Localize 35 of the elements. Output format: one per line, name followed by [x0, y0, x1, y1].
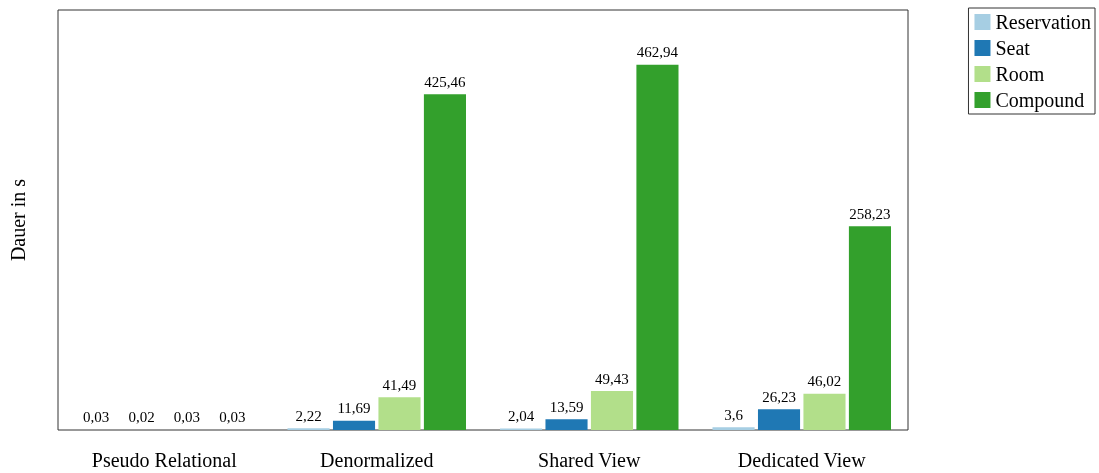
bar: [803, 393, 846, 430]
data-label: 11,69: [337, 400, 371, 417]
data-label: 258,23: [849, 205, 891, 222]
data-label: 2,22: [295, 407, 322, 424]
bar: [332, 420, 376, 430]
bar: [712, 427, 755, 430]
x-tick-label: Pseudo Relational: [91, 449, 238, 471]
data-label: 26,23: [762, 388, 796, 405]
data-label: 3,6: [724, 406, 744, 423]
legend-label: Seat: [995, 37, 1031, 59]
data-label: 49,43: [595, 370, 629, 387]
data-label: 0,03: [82, 409, 110, 426]
data-label: 0,02: [128, 409, 155, 426]
data-label: 462,94: [636, 44, 679, 61]
data-label: 13,59: [549, 398, 584, 415]
x-tick-label: Denormalized: [320, 449, 434, 471]
data-label: 0,03: [173, 409, 201, 426]
bar: [378, 397, 421, 430]
legend-label: Compound: [995, 89, 1085, 112]
x-tick-label: Shared View: [538, 449, 641, 471]
data-label: 2,04: [507, 407, 535, 424]
bar: [423, 94, 466, 430]
legend-label: Reservation: [995, 11, 1091, 33]
bar: [590, 391, 634, 430]
bar: [757, 409, 801, 430]
data-label: 41,49: [382, 376, 417, 393]
data-label: 425,46: [424, 73, 467, 90]
bar: [636, 64, 679, 430]
bar: [848, 226, 891, 430]
data-label: 0,03: [219, 409, 246, 426]
x-tick-label: Dedicated View: [737, 449, 867, 471]
legend-label: Room: [995, 63, 1045, 85]
bar: [545, 419, 588, 430]
y-axis-title: Dauer in s: [7, 178, 29, 262]
data-label: 46,02: [807, 373, 842, 390]
